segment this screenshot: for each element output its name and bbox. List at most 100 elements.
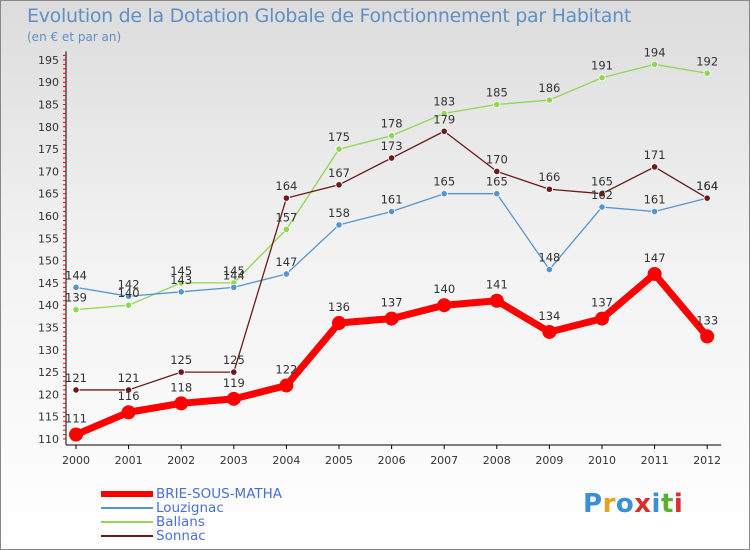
data-point (700, 329, 715, 344)
data-point (279, 378, 294, 393)
y-tick-label: 120 (38, 388, 59, 401)
data-point (387, 154, 396, 162)
data-label: 140 (118, 286, 140, 300)
series-line-sonnac (76, 130, 708, 391)
logo-letter: o (615, 489, 635, 519)
data-point (440, 109, 448, 118)
legend-swatch (101, 491, 153, 497)
data-point (335, 221, 343, 229)
legend-label: Louzignac (156, 500, 224, 516)
x-tick-label: 2010 (588, 454, 616, 467)
y-tick-label: 135 (38, 322, 59, 335)
data-label: 164 (275, 179, 297, 193)
data-label: 165 (433, 175, 455, 189)
data-label: 148 (538, 251, 560, 265)
data-label: 192 (696, 54, 718, 68)
data-label: 164 (696, 179, 718, 193)
data-label: 157 (275, 210, 297, 224)
data-point (177, 368, 185, 376)
data-point (72, 386, 80, 394)
logo-letter: i (651, 489, 661, 519)
data-label: 164 (696, 179, 718, 193)
data-label: 183 (433, 94, 455, 108)
data-label: 175 (328, 130, 350, 144)
data-label: 145 (170, 264, 192, 278)
data-point (545, 265, 554, 274)
data-label: 178 (381, 117, 403, 131)
data-point (125, 292, 133, 300)
data-label: 144 (223, 268, 245, 282)
data-point (542, 324, 557, 339)
data-label: 170 (486, 152, 508, 166)
x-tick-label: 2002 (167, 454, 195, 467)
y-tick-label: 160 (38, 210, 59, 223)
x-tick-label: 2009 (535, 454, 563, 467)
data-label: 167 (328, 166, 350, 180)
data-label: 121 (118, 371, 140, 385)
data-label: 179 (433, 112, 455, 126)
x-tick-label: 2012 (693, 454, 721, 467)
data-point (72, 306, 80, 314)
data-point (72, 283, 80, 291)
logo-letter: r (602, 489, 616, 519)
logo-letter: x (634, 489, 652, 519)
data-point (282, 194, 290, 202)
data-point (545, 185, 554, 193)
data-label: 121 (65, 371, 87, 385)
data-label: 137 (591, 296, 613, 310)
data-label: 194 (644, 45, 666, 59)
data-label: 118 (170, 380, 192, 394)
x-tick-label: 2006 (378, 454, 406, 467)
data-point (650, 60, 659, 68)
data-point (174, 396, 189, 411)
x-tick-label: 2001 (115, 454, 143, 467)
chart-title: Evolution de la Dotation Globale de Fonc… (27, 5, 632, 27)
data-point (332, 316, 346, 331)
data-label: 171 (644, 148, 666, 162)
data-point (125, 301, 133, 309)
data-point (387, 132, 396, 140)
data-label: 134 (538, 309, 560, 323)
x-tick-label: 2000 (62, 454, 90, 467)
y-tick-label: 150 (38, 255, 59, 268)
data-label: 161 (644, 193, 666, 207)
data-point (650, 163, 659, 171)
data-label: 119 (223, 376, 245, 390)
legend-label: Ballans (156, 514, 205, 530)
data-point (387, 207, 396, 216)
x-tick-label: 2011 (641, 454, 669, 467)
y-tick-label: 170 (38, 165, 59, 178)
data-point (69, 427, 83, 442)
x-tick-label: 2003 (220, 454, 248, 467)
data-label: 125 (223, 353, 245, 367)
y-tick-label: 130 (38, 344, 59, 357)
data-point (440, 127, 448, 135)
data-point (177, 279, 185, 287)
data-point (493, 100, 501, 109)
y-tick-label: 110 (38, 433, 59, 446)
data-label: 147 (644, 251, 666, 265)
data-label: 137 (381, 296, 403, 310)
data-point (650, 207, 659, 216)
data-point (335, 145, 343, 153)
legend-swatch (101, 507, 153, 509)
data-point (598, 203, 606, 211)
legend-label: Sonnac (156, 528, 206, 544)
legend-swatch (101, 535, 153, 537)
data-label: 133 (696, 313, 718, 327)
y-tick-label: 185 (38, 99, 59, 112)
data-label: 147 (275, 255, 297, 269)
y-tick-label: 115 (38, 411, 59, 424)
y-tick-label: 155 (38, 232, 59, 245)
y-tick-label: 165 (38, 188, 59, 201)
x-tick-label: 2007 (430, 454, 458, 467)
data-point (595, 311, 609, 326)
data-label: 186 (538, 81, 560, 95)
data-label: 166 (538, 170, 560, 184)
data-label: 165 (591, 175, 613, 189)
data-label: 141 (486, 278, 508, 292)
y-tick-label: 190 (38, 76, 59, 89)
data-point (226, 391, 241, 406)
